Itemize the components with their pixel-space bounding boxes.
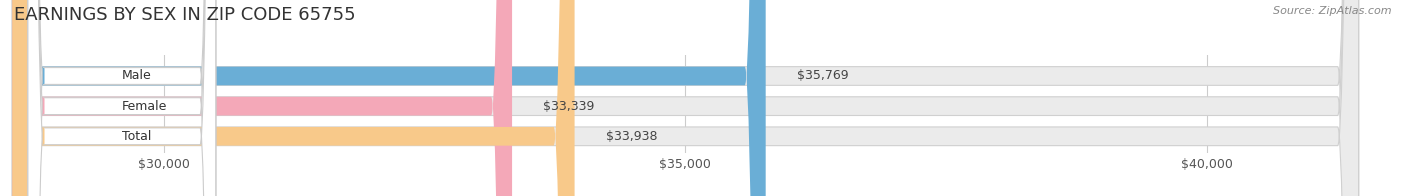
- FancyBboxPatch shape: [28, 0, 215, 196]
- FancyBboxPatch shape: [13, 0, 766, 196]
- Text: Male: Male: [122, 70, 152, 83]
- FancyBboxPatch shape: [13, 0, 1358, 196]
- FancyBboxPatch shape: [13, 0, 1358, 196]
- Text: EARNINGS BY SEX IN ZIP CODE 65755: EARNINGS BY SEX IN ZIP CODE 65755: [14, 6, 356, 24]
- Text: $33,339: $33,339: [543, 100, 595, 113]
- Text: $33,938: $33,938: [606, 130, 658, 143]
- FancyBboxPatch shape: [28, 0, 215, 196]
- FancyBboxPatch shape: [13, 0, 575, 196]
- Text: Total: Total: [122, 130, 152, 143]
- FancyBboxPatch shape: [13, 0, 1358, 196]
- FancyBboxPatch shape: [28, 0, 215, 196]
- Text: Female: Female: [122, 100, 167, 113]
- Text: Source: ZipAtlas.com: Source: ZipAtlas.com: [1274, 6, 1392, 16]
- Text: $35,769: $35,769: [797, 70, 849, 83]
- FancyBboxPatch shape: [13, 0, 512, 196]
